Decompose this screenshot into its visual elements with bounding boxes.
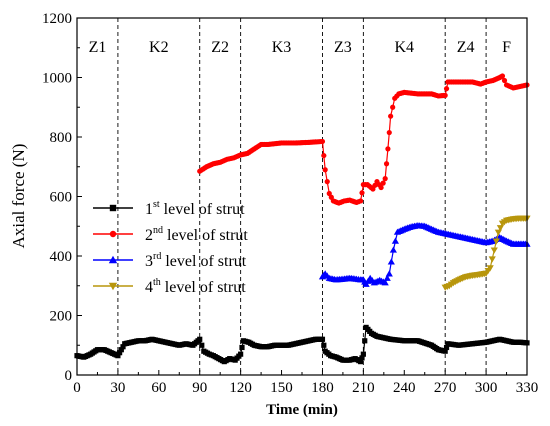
data-point xyxy=(197,336,203,342)
data-point xyxy=(443,86,450,92)
legend: 1st level of strut 2nd level of strut 3rd … xyxy=(93,199,248,296)
y-axis-title: Axial force (N) xyxy=(9,144,28,249)
y-tick-label: 1000 xyxy=(42,71,72,87)
x-axis-title: Time (min) xyxy=(266,402,338,418)
data-point xyxy=(109,230,117,238)
series-layer xyxy=(74,73,531,365)
data-point xyxy=(387,258,395,265)
data-point xyxy=(117,350,123,356)
data-point xyxy=(388,113,394,119)
legend-item-3: 3rd level of strut xyxy=(93,251,247,270)
y-tick-label: 1200 xyxy=(42,11,72,27)
data-point xyxy=(494,229,502,236)
data-point xyxy=(496,225,505,232)
data-point xyxy=(115,353,121,359)
phase-label: Z2 xyxy=(211,39,229,56)
legend-label: 4th level of strut xyxy=(145,277,246,296)
phase-label: K4 xyxy=(394,39,414,56)
legend-label: 2nd level of strut xyxy=(145,225,248,244)
data-point xyxy=(324,179,330,185)
data-point xyxy=(390,104,396,110)
phase-boundary-lines xyxy=(117,18,487,375)
data-point xyxy=(389,246,397,253)
data-point xyxy=(358,359,364,365)
data-point xyxy=(319,336,326,342)
data-point xyxy=(385,146,391,152)
data-point xyxy=(490,247,498,254)
data-point xyxy=(383,274,391,281)
x-tick-label: 270 xyxy=(434,380,457,396)
data-point xyxy=(109,204,117,212)
y-tick-label: 0 xyxy=(65,368,73,384)
x-tick-label: 180 xyxy=(311,380,334,396)
series-1 xyxy=(74,324,530,365)
legend-label: 3rd level of strut xyxy=(145,251,247,270)
phase-label: Z3 xyxy=(334,39,352,56)
data-point xyxy=(360,351,366,357)
data-point xyxy=(499,73,506,79)
x-tick-label: 120 xyxy=(229,380,252,396)
data-point xyxy=(120,344,126,350)
data-point xyxy=(199,342,205,348)
plot-frame xyxy=(76,17,528,376)
x-tick-label: 210 xyxy=(352,380,375,396)
x-tick-label: 60 xyxy=(151,380,166,396)
data-point xyxy=(385,270,393,277)
data-point xyxy=(382,176,388,182)
y-tick-label: 400 xyxy=(50,249,73,265)
legend-item-2: 2nd level of strut xyxy=(93,225,248,244)
x-tick-label: 330 xyxy=(516,380,539,396)
y-tick-label: 200 xyxy=(50,309,73,325)
data-point xyxy=(321,152,327,159)
data-point xyxy=(359,355,365,361)
series-4 xyxy=(441,215,531,291)
x-tick-label: 150 xyxy=(270,380,293,396)
data-point xyxy=(442,348,448,354)
x-tick-label: 240 xyxy=(393,380,416,396)
data-point xyxy=(381,279,389,286)
data-point xyxy=(378,184,384,191)
data-point xyxy=(319,138,326,145)
data-point xyxy=(108,255,118,264)
phase-label: K3 xyxy=(272,39,292,56)
data-point xyxy=(239,344,245,351)
data-point xyxy=(501,77,508,84)
data-point xyxy=(443,344,450,351)
data-point xyxy=(442,92,448,98)
data-point xyxy=(118,347,124,353)
y-tick-label: 800 xyxy=(50,130,73,146)
data-point xyxy=(386,129,392,136)
data-point xyxy=(486,265,494,272)
data-point xyxy=(383,161,390,167)
series-2 xyxy=(197,73,530,206)
data-point xyxy=(492,238,500,245)
legend-item-4: 4th level of strut xyxy=(93,277,246,296)
y-tick-label: 600 xyxy=(50,190,73,206)
x-tick-label: 300 xyxy=(475,380,498,396)
data-point xyxy=(488,256,496,263)
data-point xyxy=(238,351,244,357)
data-point xyxy=(358,198,364,204)
series-3 xyxy=(318,222,531,287)
phase-label: F xyxy=(502,39,511,56)
legend-label: 1st level of strut xyxy=(145,199,245,218)
legend-item-1: 1st level of strut xyxy=(93,199,245,218)
data-point xyxy=(380,180,386,186)
phase-label: Z4 xyxy=(457,39,475,56)
x-tick-label: 90 xyxy=(192,380,207,396)
x-tick-label: 30 xyxy=(110,380,125,396)
data-point xyxy=(391,237,400,244)
phase-label: K2 xyxy=(149,39,169,56)
data-point xyxy=(322,167,328,173)
phase-labels: Z1 K2 Z2 K3 Z3 K4 Z4 F xyxy=(89,39,512,56)
axis-ticks: 0 30 60 90 120 150 180 210 240 270 300 330 0 200 400 60… xyxy=(42,11,538,396)
data-point xyxy=(359,190,365,196)
x-tick-label: 0 xyxy=(73,380,81,396)
data-point xyxy=(108,282,118,291)
data-point xyxy=(362,338,368,344)
phase-label: Z1 xyxy=(89,39,107,56)
data-point xyxy=(321,342,327,348)
